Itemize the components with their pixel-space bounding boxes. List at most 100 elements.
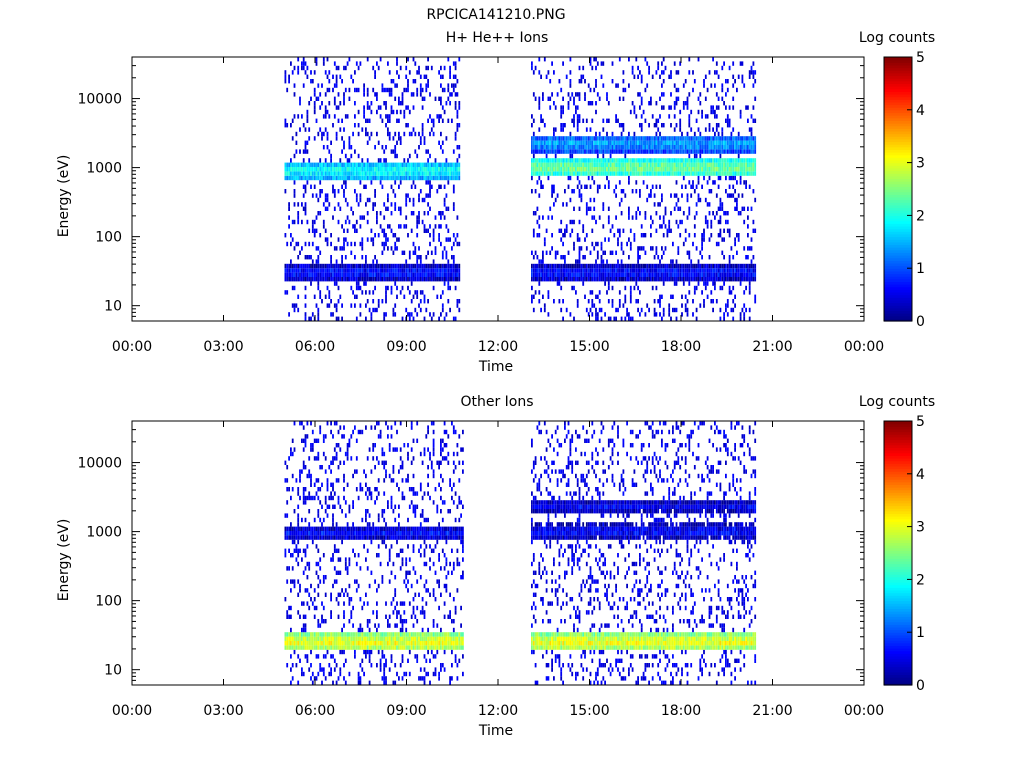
heatmap-cell [355, 228, 358, 233]
heatmap-cell [452, 162, 455, 167]
heatmap-cell [366, 167, 369, 172]
heatmap-cell [286, 566, 289, 571]
heatmap-cell [532, 255, 535, 260]
heatmap-cell [333, 167, 336, 172]
heatmap-cell [337, 162, 340, 167]
heatmap-cell [754, 167, 757, 172]
heatmap-cell [429, 233, 431, 238]
heatmap-cell [613, 272, 616, 277]
heatmap-cell [682, 149, 685, 154]
heatmap-cell [443, 171, 446, 176]
heatmap-cell [412, 263, 415, 269]
heatmap-cell [341, 272, 343, 277]
heatmap-cell [348, 96, 351, 101]
heatmap-cell [449, 167, 451, 172]
heatmap-cell [712, 281, 714, 286]
heatmap-cell [617, 263, 619, 269]
heatmap-cell [688, 70, 691, 75]
heatmap-cell [398, 162, 400, 167]
heatmap-cell [425, 167, 428, 172]
heatmap-cell [543, 162, 546, 167]
heatmap-cell [661, 193, 663, 198]
heatmap-cell [313, 87, 316, 93]
heatmap-cell [423, 167, 426, 172]
heatmap-cell [573, 140, 575, 145]
colorbar-segment [884, 175, 912, 180]
heatmap-cell [743, 246, 746, 251]
heatmap-cell [354, 114, 356, 119]
heatmap-cell [673, 101, 676, 106]
heatmap-cell [672, 149, 674, 154]
heatmap-cell [615, 167, 617, 172]
heatmap-cell [576, 158, 579, 163]
heatmap-cell [659, 224, 661, 229]
heatmap-cell [432, 162, 435, 167]
heatmap-cell [452, 175, 455, 181]
heatmap-cell [690, 127, 693, 132]
heatmap-cell [304, 645, 307, 650]
heatmap-cell [675, 136, 678, 141]
heatmap-cell [304, 303, 307, 308]
heatmap-cell [543, 140, 546, 145]
colorbar-segment [884, 125, 912, 129]
heatmap-cell [543, 237, 546, 242]
heatmap-cell [712, 149, 714, 154]
heatmap-cell [681, 277, 683, 282]
heatmap-cell [717, 263, 720, 269]
heatmap-cell [388, 268, 391, 273]
heatmap-cell [620, 162, 623, 167]
heatmap-cell [695, 167, 698, 172]
heatmap-cell [558, 228, 561, 233]
heatmap-cell [532, 263, 535, 269]
heatmap-cell [699, 268, 702, 273]
heatmap-cell [611, 285, 614, 291]
heatmap-cell [717, 162, 720, 167]
heatmap-cell [313, 101, 316, 106]
heatmap-cell [558, 281, 561, 286]
heatmap-cell [302, 171, 305, 176]
heatmap-cell [567, 250, 570, 255]
heatmap-cell [407, 83, 409, 88]
heatmap-cell [747, 268, 749, 273]
heatmap-cell [598, 277, 601, 282]
heatmap-cell [673, 277, 676, 282]
heatmap-cell [564, 255, 566, 260]
heatmap-cell [752, 145, 755, 150]
heatmap-cell [532, 158, 535, 163]
heatmap-cell [412, 167, 415, 172]
heatmap-cell [582, 228, 585, 233]
heatmap-cell [419, 92, 422, 97]
heatmap-cell [291, 645, 294, 650]
heatmap-cell [293, 193, 296, 198]
heatmap-cell [628, 263, 630, 269]
heatmap-cell [714, 272, 716, 277]
heatmap-cell [633, 131, 636, 137]
heatmap-cell [613, 263, 616, 269]
heatmap-cell [639, 211, 641, 216]
heatmap-cell [403, 158, 406, 163]
heatmap-cell [308, 535, 311, 540]
heatmap-cell [543, 145, 546, 150]
heatmap-cell [549, 171, 552, 176]
heatmap-cell [556, 140, 559, 145]
heatmap-cell [335, 281, 338, 286]
heatmap-cell [635, 281, 638, 286]
heatmap-cell [545, 272, 548, 277]
heatmap-cell [596, 294, 599, 299]
heatmap-cell [449, 175, 451, 181]
heatmap-cell [330, 531, 332, 536]
heatmap-cell [679, 158, 682, 163]
heatmap-cell [615, 184, 617, 189]
heatmap-cell [319, 623, 322, 628]
heatmap-cell [719, 162, 722, 167]
heatmap-cell [640, 114, 643, 119]
heatmap-cell [333, 189, 336, 194]
heatmap-cell [333, 171, 336, 176]
heatmap-cell [297, 513, 300, 518]
heatmap-cell [591, 215, 594, 220]
heatmap-cell [589, 250, 592, 255]
heatmap-cell [284, 526, 287, 531]
heatmap-cell [748, 268, 751, 273]
heatmap-cell [396, 268, 398, 273]
heatmap-cell [319, 632, 322, 637]
